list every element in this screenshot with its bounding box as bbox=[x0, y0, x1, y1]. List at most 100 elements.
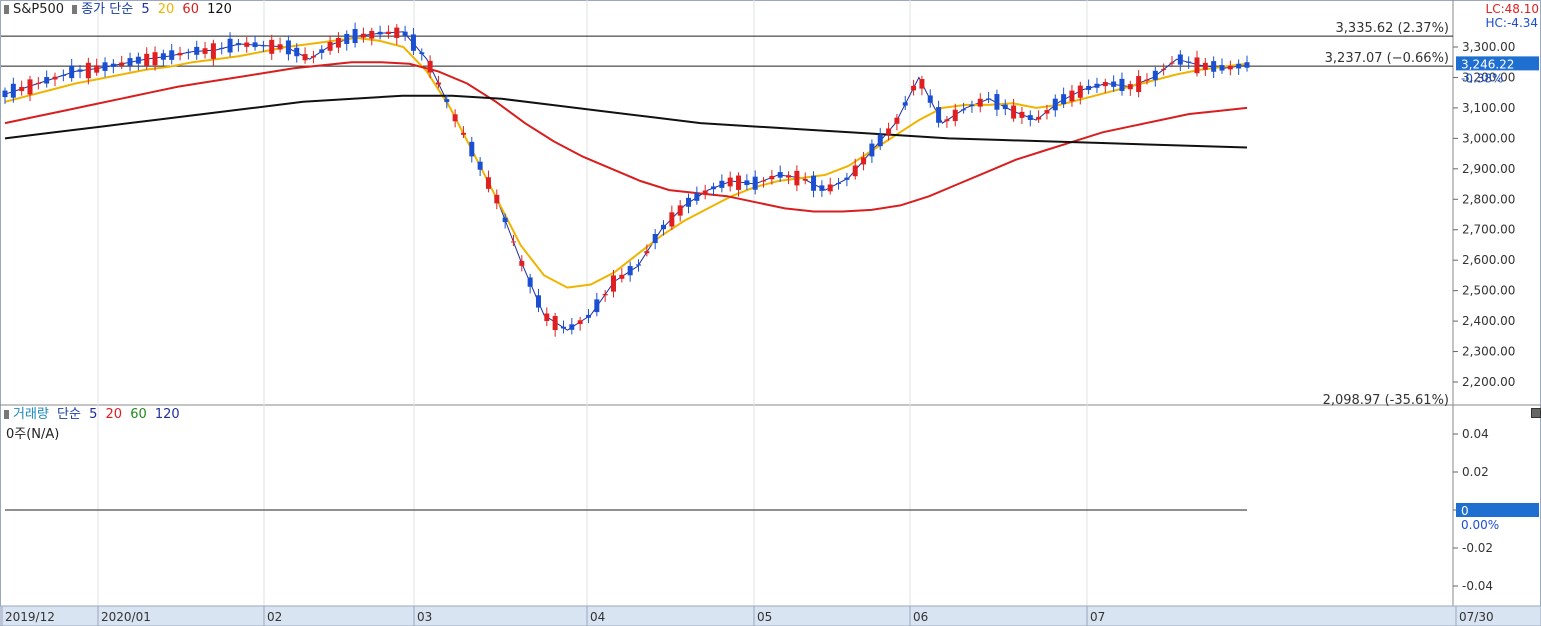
candle-body bbox=[35, 82, 41, 84]
volume-ma-period-120: 120 bbox=[154, 407, 180, 422]
candle-body bbox=[294, 47, 300, 57]
panel-handle-icon[interactable] bbox=[72, 5, 78, 14]
x-tick-label: 06 bbox=[913, 610, 928, 624]
candle-body bbox=[644, 251, 650, 254]
candle-body bbox=[1152, 70, 1158, 80]
candle-body bbox=[719, 180, 725, 188]
ma-type-label: 종가 단순 bbox=[81, 2, 134, 17]
candle-body bbox=[252, 42, 258, 48]
candle-body bbox=[2, 90, 8, 98]
y-tick-label: 3,000.00 bbox=[1462, 131, 1515, 145]
candle-body bbox=[427, 60, 433, 73]
current-price-change: -0.38% bbox=[1461, 71, 1503, 85]
candle-body bbox=[1202, 62, 1208, 70]
candle-body bbox=[952, 109, 958, 122]
candle-body bbox=[594, 299, 600, 313]
candle-body bbox=[360, 33, 366, 38]
candle-body bbox=[1177, 54, 1183, 65]
volume-current-tag bbox=[1456, 503, 1539, 517]
candle-body bbox=[194, 46, 200, 55]
y-tick-label: 2,600.00 bbox=[1462, 253, 1515, 267]
candle-body bbox=[169, 50, 175, 60]
candle-body bbox=[1236, 63, 1242, 69]
candle-body bbox=[385, 31, 391, 35]
candle-body bbox=[736, 175, 742, 190]
candle-body bbox=[752, 176, 758, 190]
candle-body bbox=[1186, 61, 1192, 63]
candle-body bbox=[510, 241, 516, 243]
volume-y-tick-label: 0.04 bbox=[1462, 427, 1489, 441]
candle-body bbox=[869, 143, 875, 157]
candle-body bbox=[1211, 61, 1217, 72]
candle-body bbox=[702, 190, 708, 194]
y-tick-label: 3,300.00 bbox=[1462, 40, 1515, 54]
candle-body bbox=[452, 114, 458, 122]
ma-period-120: 120 bbox=[207, 2, 232, 17]
candle-body bbox=[519, 260, 525, 266]
candle-body bbox=[1161, 69, 1167, 71]
y-tick-label: 2,200.00 bbox=[1462, 375, 1515, 389]
candle-body bbox=[377, 31, 383, 35]
x-tick-label: 2020/01 bbox=[101, 610, 151, 624]
candle-body bbox=[777, 172, 783, 178]
panel-handle-icon[interactable] bbox=[4, 5, 9, 14]
candle-body bbox=[794, 170, 800, 186]
candle-body bbox=[1019, 111, 1025, 118]
x-tick-label: 02 bbox=[267, 610, 282, 624]
x-tick-label: 2019/12 bbox=[5, 610, 55, 624]
candle-body bbox=[911, 85, 917, 91]
candle-body bbox=[569, 324, 575, 330]
ma-period-20: 20 bbox=[157, 2, 175, 17]
candle-body bbox=[1077, 85, 1083, 98]
candle-body bbox=[302, 54, 308, 61]
candle-body bbox=[1127, 84, 1133, 90]
y-tick-label: 3,100.00 bbox=[1462, 101, 1515, 115]
candle-body bbox=[535, 295, 541, 308]
candle-body bbox=[52, 76, 58, 80]
candle-body bbox=[235, 43, 241, 46]
candle-body bbox=[786, 175, 792, 178]
candle-body bbox=[460, 132, 466, 135]
candle-body bbox=[1227, 65, 1233, 70]
candle-body bbox=[844, 177, 850, 180]
volume-current-value: 0 bbox=[1461, 504, 1469, 518]
candle-body bbox=[986, 98, 992, 100]
y-tick-label: 2,500.00 bbox=[1462, 284, 1515, 298]
x-tick-label: 05 bbox=[757, 610, 772, 624]
candle-body bbox=[1036, 116, 1042, 120]
candle-body bbox=[802, 179, 808, 181]
candle-body bbox=[277, 44, 283, 50]
volume-y-tick-label: 0.02 bbox=[1462, 465, 1489, 479]
reference-label-prev: 3,237.07 (−0.66%) bbox=[1325, 51, 1449, 66]
candle-body bbox=[994, 94, 1000, 110]
y-tick-label: 2,300.00 bbox=[1462, 345, 1515, 359]
price-panel-legend: S&P500 종가 단순 5 20 60 120 bbox=[4, 2, 236, 18]
candle-body bbox=[110, 63, 116, 67]
candle-body bbox=[444, 99, 450, 102]
current-price-tag bbox=[1456, 56, 1539, 71]
candle-body bbox=[27, 79, 33, 95]
candle-body bbox=[1094, 83, 1100, 88]
ma-line-120 bbox=[4, 94, 1248, 149]
lc-label: LC:48.10 bbox=[1485, 2, 1539, 16]
candle-body bbox=[10, 83, 16, 98]
candle-body bbox=[936, 107, 942, 123]
candle-body bbox=[369, 30, 375, 39]
candle-body bbox=[1044, 110, 1050, 114]
candle-body bbox=[886, 128, 892, 135]
candle-body bbox=[1011, 105, 1017, 119]
candle-body bbox=[352, 29, 358, 44]
lc-hc-readout: LC:48.10 HC:-4.34 bbox=[1486, 2, 1539, 30]
panel-handle-icon[interactable] bbox=[4, 410, 9, 419]
candle-body bbox=[1136, 76, 1142, 93]
panel-close-icon[interactable] bbox=[1531, 408, 1541, 418]
candle-body bbox=[77, 69, 83, 72]
x-axis-strip bbox=[0, 605, 1541, 626]
candle-body bbox=[494, 194, 500, 204]
candle-body bbox=[1002, 104, 1008, 110]
candle-body bbox=[410, 34, 416, 51]
candle-body bbox=[269, 39, 275, 54]
volume-ma-period-20: 20 bbox=[105, 407, 123, 422]
